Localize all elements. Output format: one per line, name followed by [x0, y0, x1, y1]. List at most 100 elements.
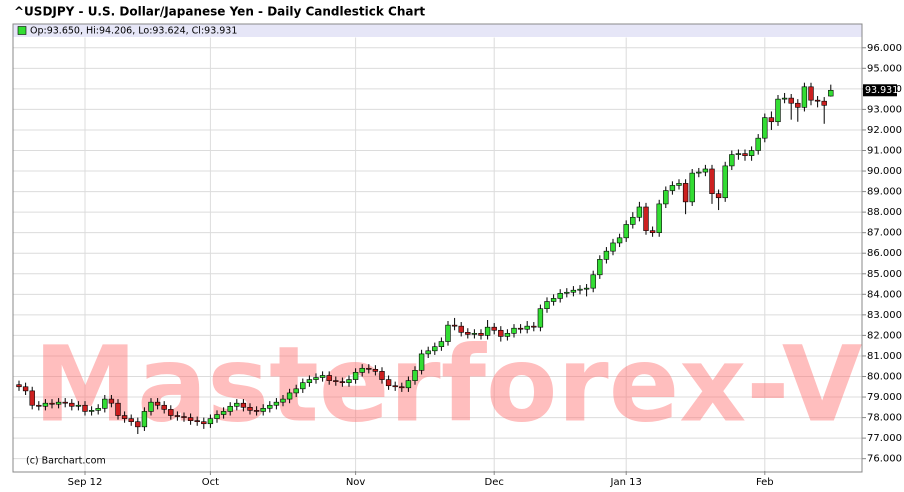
candle-body [16, 384, 22, 388]
candle-body [69, 402, 75, 407]
y-tick-label: 83.000 [867, 310, 902, 321]
candle-body [742, 153, 748, 156]
candle-body [445, 324, 451, 342]
y-tick-label: 82.000 [867, 330, 902, 341]
candle-body [729, 154, 735, 167]
candle-body [121, 415, 128, 419]
candle-body [319, 375, 326, 378]
candle-body [537, 308, 544, 328]
candle-body [128, 418, 134, 422]
candle-body [55, 401, 62, 405]
candle-body [115, 402, 121, 416]
candle-body [42, 402, 49, 407]
x-tick-label: Nov [346, 477, 366, 488]
candle-body [253, 410, 260, 412]
candle-body [399, 386, 405, 389]
candle-body [663, 190, 669, 205]
credit: (c) Barchart.com [26, 456, 106, 467]
x-tick-label: Sep 12 [68, 477, 103, 488]
candle-body [148, 401, 154, 412]
candle-body [544, 301, 550, 309]
candle-body [795, 102, 801, 108]
x-tick-label: Jan 13 [610, 477, 642, 488]
candle-body [75, 404, 82, 407]
ohlc-strip [13, 24, 862, 37]
candle-body [108, 398, 115, 404]
candle-body [62, 401, 68, 404]
candle-body [676, 183, 682, 186]
candle-body [174, 415, 181, 417]
candle-body [141, 411, 148, 428]
candle-body [623, 224, 629, 239]
y-tick-label: 81.000 [867, 351, 902, 362]
candle-body [418, 353, 425, 371]
y-tick-label: 86.000 [867, 248, 902, 259]
candle-body [643, 206, 649, 231]
candle-body [821, 100, 827, 106]
candle-body [181, 416, 187, 418]
candle-body [306, 379, 313, 383]
candle-body [781, 97, 788, 100]
candle-body [352, 372, 359, 380]
candle-body [82, 404, 88, 412]
candle-body [326, 375, 332, 381]
candle-body [267, 404, 273, 409]
candle-body [451, 324, 458, 327]
candle-body [29, 390, 35, 406]
candle-body [187, 417, 194, 421]
candle-body [102, 398, 108, 409]
candle-body [438, 341, 445, 348]
candle-body [286, 392, 293, 400]
candle-body [630, 216, 636, 225]
candle-body [273, 401, 280, 406]
candle-body [583, 287, 590, 290]
candle-body [649, 230, 656, 233]
y-tick-label: 85.000 [867, 269, 902, 280]
candle-body [227, 405, 233, 412]
candle-body [682, 183, 689, 203]
candle-body [577, 288, 583, 291]
candle-body [220, 411, 227, 415]
candle-body [616, 237, 623, 244]
candle-body [201, 421, 207, 425]
candle-body [689, 172, 695, 203]
candle-body [762, 117, 768, 139]
plot-frame [12, 23, 863, 473]
candle-body [379, 371, 385, 380]
candle-body [333, 380, 339, 382]
y-tick-label: 87.000 [867, 228, 902, 239]
candle-body [465, 332, 471, 335]
candle-body [234, 402, 240, 407]
y-tick-label: 92.000 [867, 125, 902, 136]
ohlc-swatch [17, 26, 27, 35]
y-tick-label: 91.000 [867, 145, 902, 156]
candle-body [702, 168, 709, 173]
candle-body [385, 379, 392, 387]
candle-body [194, 420, 200, 422]
y-tick-label: 78.000 [867, 413, 902, 424]
last-price-label: 93.931 [865, 85, 898, 96]
candle-body [597, 259, 603, 276]
candle-body [590, 274, 596, 289]
candle-body [656, 203, 662, 233]
candle-body [36, 404, 42, 407]
candle-body [498, 329, 504, 337]
candle-body [709, 168, 715, 194]
candle-body [828, 89, 834, 97]
x-tick-label: Feb [756, 477, 774, 488]
grid [13, 37, 862, 471]
candle-body [313, 377, 319, 380]
candle-body [280, 398, 286, 403]
candle-body [49, 402, 55, 405]
candle-body [517, 327, 524, 330]
candle-body [748, 150, 755, 156]
y-tick-label: 84.000 [867, 289, 902, 300]
candle-body [392, 385, 398, 388]
candle-body [346, 379, 352, 383]
candle-body [557, 292, 563, 299]
candle-body [669, 185, 676, 191]
candle-body [504, 333, 511, 337]
y-tick-label: 93.000 [867, 104, 902, 115]
candle-body [405, 380, 412, 389]
x-tick-label: Oct [202, 477, 219, 488]
